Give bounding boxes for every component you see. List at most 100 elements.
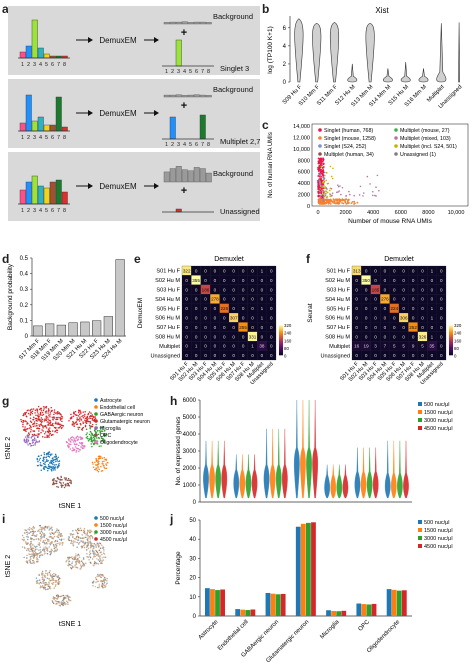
panel-i-point <box>51 532 54 535</box>
panel-i-point <box>65 603 67 605</box>
panel-g-point <box>33 437 36 439</box>
panel-c-point <box>318 198 321 201</box>
panel-i-point <box>29 561 32 563</box>
panel-c-point <box>326 191 329 194</box>
panel-j-bar <box>336 611 342 616</box>
panel-e-cell-value: 0 <box>195 287 198 292</box>
panel-i-point <box>22 539 25 541</box>
panel-f-cell-value: 0 <box>421 287 424 292</box>
panel-i-point <box>53 550 55 553</box>
panel-i-point <box>29 556 32 558</box>
panel-g-point <box>89 415 91 418</box>
panel-e-colorbar <box>279 325 283 356</box>
panel-c-point <box>322 171 325 173</box>
panel-g-point <box>78 441 81 444</box>
panel-i-point <box>40 534 43 536</box>
panel-c-point <box>317 179 320 182</box>
panel-h-legend-label: 500 nuc/μl <box>424 402 450 408</box>
panel-f-cell-value: 0 <box>431 287 434 292</box>
panel-i-point <box>51 577 53 579</box>
panel-g-point <box>59 425 62 428</box>
panel-g-point <box>38 418 41 420</box>
panel-i-legend-marker <box>94 537 98 541</box>
panel-f-row-label: S02 Hu M <box>325 278 350 284</box>
panel-i-point <box>34 530 37 533</box>
panel-i-point <box>52 537 55 540</box>
panel-g-point <box>101 463 103 465</box>
panel-a-tick-label: 3 <box>33 62 36 68</box>
panel-c-point <box>320 176 322 179</box>
panel-i-point <box>57 583 60 585</box>
panel-i-point <box>81 545 83 547</box>
panel-j-x-tick-label: Oligodendrocyte <box>366 619 402 655</box>
panel-g-point <box>56 411 58 414</box>
panel-g-point <box>37 418 40 421</box>
panel-e-cell-value: 0 <box>251 269 254 274</box>
panel-i-point <box>48 571 51 574</box>
panel-i-point <box>58 531 60 534</box>
panel-i-legend-marker <box>94 530 98 534</box>
panel-i-point <box>97 544 99 547</box>
panel-i-point <box>46 577 49 580</box>
panel-i-point <box>62 594 65 597</box>
panel-g-point <box>100 445 102 447</box>
panel-i-point <box>98 560 101 563</box>
panel-c-point <box>375 186 377 188</box>
panel-g-point <box>39 411 42 414</box>
panel-a-background-bar <box>169 168 176 183</box>
panel-i-point <box>62 598 65 600</box>
panel-a-method-label: DemuxEM <box>99 36 137 45</box>
panel-i-legend-label: 4500 nuc/μl <box>100 537 127 543</box>
panel-i-point <box>90 534 92 537</box>
panel-g-point <box>69 448 72 450</box>
panel-e-cell-value: 0 <box>214 316 217 321</box>
panel-c-point <box>331 200 334 203</box>
panel-i-point <box>90 530 93 533</box>
panel-i-point <box>85 562 87 564</box>
panel-i-point <box>92 552 95 555</box>
panel-i-point <box>48 546 50 548</box>
panel-g-point <box>88 438 91 441</box>
panel-e-cell-value: 226 <box>220 306 228 311</box>
panel-j-x-tick-label: OPC <box>358 619 372 633</box>
panel-e-row-label: S01 Hu F <box>156 269 180 275</box>
panel-a-input-bar <box>49 181 56 205</box>
panel-e-cell-value: 0 <box>214 306 217 311</box>
panel-a-tick-label: 5 <box>45 135 48 141</box>
panel-g-point <box>77 428 80 430</box>
panel-g-point <box>29 420 32 423</box>
panel-c-point <box>321 179 324 182</box>
panel-g-point <box>101 461 104 463</box>
panel-g-point <box>88 411 91 413</box>
panel-i-point <box>52 583 54 586</box>
panel-e-cell-value: 0 <box>242 316 245 321</box>
panel-c-point <box>319 192 321 195</box>
panel-e-title: Demuxlet <box>214 256 244 263</box>
panel-i-point <box>98 586 100 589</box>
panel-f-cell-value: 0 <box>440 306 443 311</box>
panel-i-point <box>54 541 56 543</box>
panel-j-bar <box>331 611 336 616</box>
panel-i-point <box>43 541 46 544</box>
panel-c-point <box>350 202 353 205</box>
panel-i-point <box>89 538 91 540</box>
panel-g-point <box>38 424 40 426</box>
panel-g-point <box>45 412 47 414</box>
panel-i-point <box>96 557 98 560</box>
panel-i-point <box>53 535 56 538</box>
panel-g-point <box>95 460 98 462</box>
panel-g-point <box>70 413 72 416</box>
panel-g-point <box>68 438 70 440</box>
panel-g-point <box>91 445 93 448</box>
panel-i-point <box>31 553 33 556</box>
panel-i-point <box>70 556 72 559</box>
panel-f-cell-value: 252 <box>409 325 417 330</box>
panel-i-point <box>57 534 59 536</box>
panel-i-point <box>49 587 52 590</box>
panel-d-y-tick-label: 0 <box>25 334 29 340</box>
panel-g-point <box>80 418 82 420</box>
panel-a-result-label: Singlet 3 <box>220 64 249 73</box>
